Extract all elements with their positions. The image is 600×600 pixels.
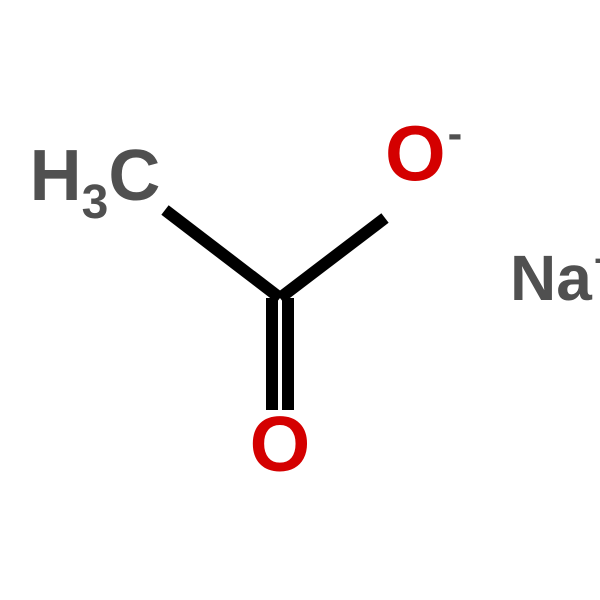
molecule-diagram: H3C O- O Na+ — [0, 0, 600, 600]
sodium-ion-label: Na+ — [510, 239, 600, 314]
methyl-label: H3C — [30, 136, 161, 229]
bonds — [165, 210, 385, 410]
oxygen-minus-label: O- — [385, 109, 462, 197]
oxygen-double-label: O — [250, 400, 311, 488]
atom-labels: H3C O- O Na+ — [30, 109, 600, 488]
